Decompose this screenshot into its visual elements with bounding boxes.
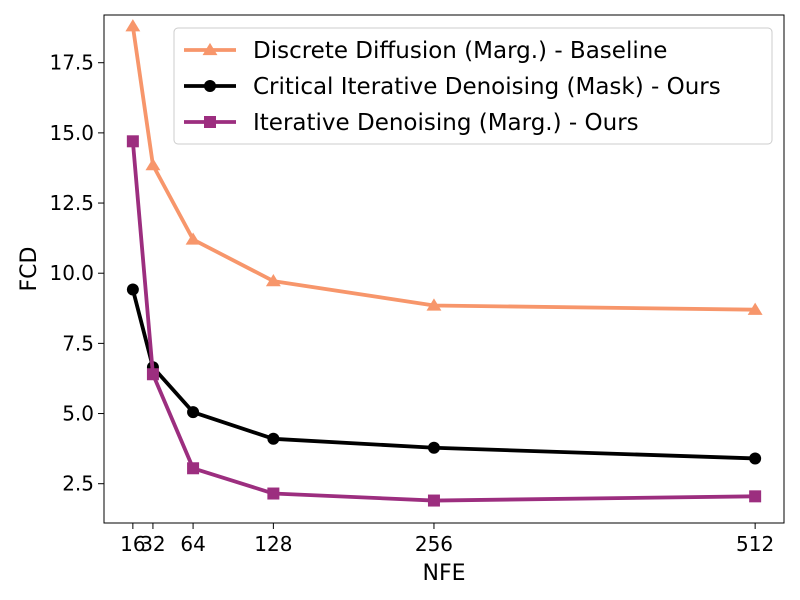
x-tick-label: 64: [180, 532, 205, 556]
series-line-2: [130, 141, 756, 503]
legend-box: [173, 27, 773, 145]
y-axis-label: FCD: [17, 247, 42, 292]
data-point: [187, 462, 200, 475]
data-point: [126, 135, 139, 148]
legend-entry-2: Iterative Denoising (Marg.) - Ours: [184, 110, 639, 136]
data-point: [427, 441, 440, 454]
series-0: [125, 19, 763, 315]
y-tick-label: 17.5: [49, 51, 94, 75]
data-point: [187, 406, 200, 419]
y-tick-label: 5.0: [62, 402, 94, 426]
data-point: [185, 232, 201, 245]
legend-entry-0: Discrete Diffusion (Marg.) - Baseline: [184, 38, 667, 64]
data-point: [427, 494, 440, 507]
plot-frame: [103, 14, 785, 524]
x-tick-label: 512: [736, 532, 774, 556]
series-2: [126, 135, 762, 507]
x-tick-label: 16: [120, 532, 145, 556]
data-point: [146, 368, 159, 381]
legend-swatch-marker: [202, 42, 218, 56]
data-point: [267, 432, 280, 445]
y-tick-label: 10.0: [49, 261, 94, 285]
x-tick-label: 128: [254, 532, 292, 556]
legend: Discrete Diffusion (Marg.) - Baseline Cri…: [173, 27, 773, 145]
y-tick-label: 2.5: [62, 472, 94, 496]
y-tick-label: 7.5: [62, 331, 94, 355]
data-point: [126, 283, 139, 296]
data-point: [749, 490, 762, 503]
series-line-0: [130, 25, 756, 312]
series-group: [125, 19, 763, 507]
legend-label: Iterative Denoising (Marg.) - Ours: [253, 110, 639, 136]
data-point: [747, 302, 763, 315]
data-point: [426, 298, 442, 311]
legend-swatch-marker: [204, 116, 216, 128]
legend-entry-1: Critical Iterative Denoising (Mask) - Ou…: [184, 74, 721, 100]
x-tick-label: 256: [415, 532, 453, 556]
data-point: [267, 487, 280, 500]
x-axis-label: NFE: [422, 561, 465, 586]
legend-label: Critical Iterative Denoising (Mask) - Ou…: [253, 74, 721, 100]
data-point: [749, 452, 762, 465]
x-tick-label: 32: [140, 532, 165, 556]
data-point: [265, 274, 281, 287]
legend-label: Discrete Diffusion (Marg.) - Baseline: [253, 38, 667, 64]
y-tick-label: 12.5: [49, 191, 94, 215]
data-point: [145, 158, 161, 171]
y-tick-label: 15.0: [49, 121, 94, 145]
data-point: [125, 19, 141, 32]
legend-swatch-marker: [204, 80, 216, 92]
